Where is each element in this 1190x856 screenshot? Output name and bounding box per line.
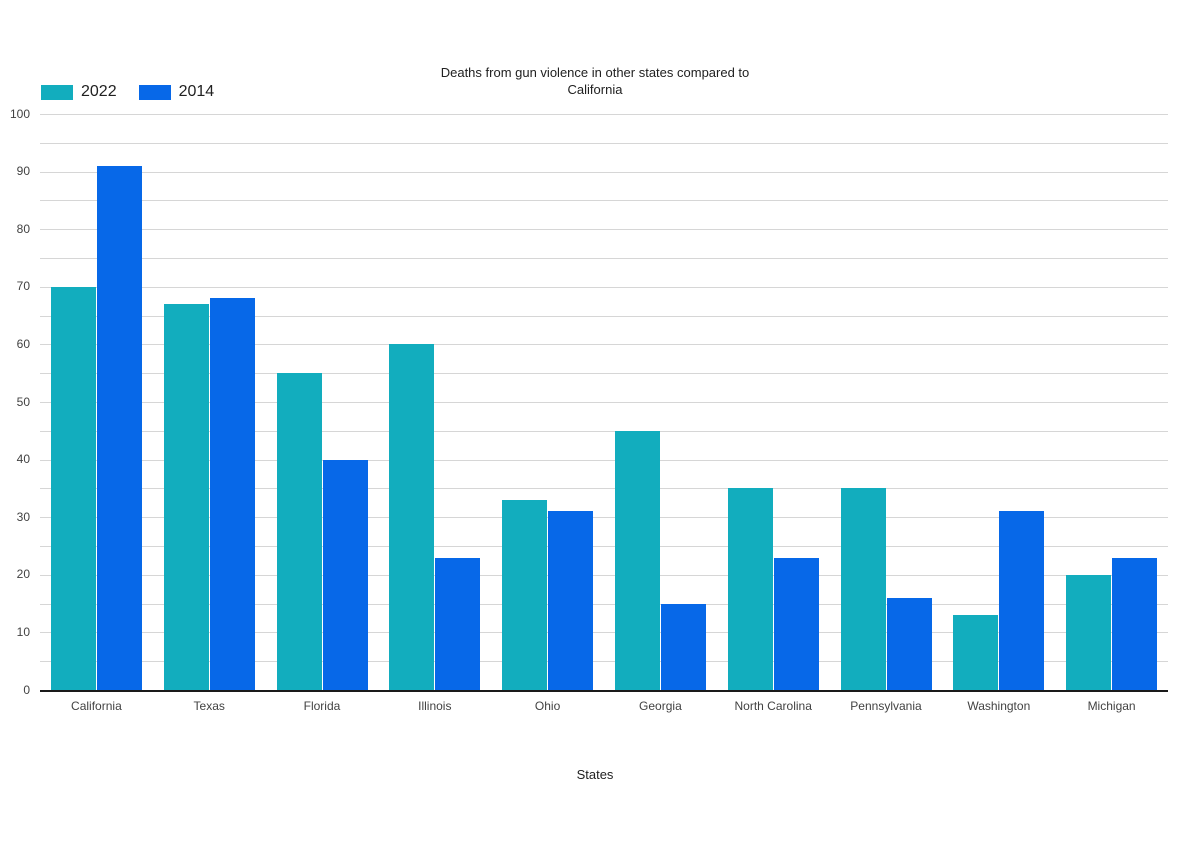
bar-2014-georgia: [660, 603, 706, 690]
y-tick-label: 100: [9, 106, 30, 121]
gridline: [40, 142, 1168, 144]
x-axis: California Texas Florida Illinois Ohio Georgi…: [40, 699, 1168, 715]
x-tick-label: Michigan: [1087, 699, 1136, 713]
chart-title: Deaths from gun violence in other states…: [440, 65, 750, 97]
legend-swatch-2022: [41, 84, 73, 100]
gridline: [40, 546, 1168, 547]
y-tick-label: 10: [16, 624, 30, 639]
y-tick-label: 40: [16, 452, 30, 467]
gridline: [40, 344, 1168, 346]
bar-2022-texas: [163, 304, 209, 690]
x-tick-label: Ohio: [534, 699, 561, 713]
y-tick-label: 90: [16, 164, 30, 179]
bar-2014-florida: [322, 459, 368, 690]
legend-item-2014: 2014: [138, 83, 215, 101]
gridline: [40, 661, 1168, 663]
bar-2014-michigan: [1112, 557, 1158, 690]
bar-2014-texas: [209, 298, 255, 690]
gridline: [40, 574, 1168, 576]
bar-2022-illinois: [389, 344, 435, 690]
bar-2022-ohio: [502, 499, 548, 690]
legend-label-2014: 2014: [178, 83, 215, 100]
gridline: [40, 315, 1168, 317]
gridline: [40, 258, 1168, 259]
plot-area: [40, 114, 1168, 692]
bar-2014-illinois: [435, 557, 481, 690]
gridline: [40, 373, 1168, 375]
y-tick-label: 60: [16, 336, 30, 351]
legend-item-2022: 2022: [41, 83, 117, 101]
gridline: [40, 171, 1168, 173]
gridline: [40, 459, 1168, 461]
x-axis-title: States: [576, 767, 614, 782]
gridline: [40, 286, 1168, 288]
x-tick-label: Georgia: [639, 699, 682, 713]
y-tick-label: 50: [16, 394, 30, 409]
gridline: [40, 517, 1168, 519]
bar-2014-ohio: [548, 511, 594, 690]
gridline: [40, 200, 1168, 202]
y-tick-label: 80: [16, 221, 30, 236]
gridline: [40, 632, 1168, 634]
bar-2014-north-carolina: [773, 557, 819, 690]
bar-2022-florida: [276, 373, 322, 690]
x-tick-label: California: [71, 699, 122, 713]
bar-2014-pennsylvania: [886, 597, 932, 690]
x-tick-label: North Carolina: [734, 699, 812, 713]
x-tick-label: Washington: [967, 699, 1031, 713]
gridline: [40, 488, 1168, 490]
legend-swatch-2014: [138, 84, 171, 100]
bar-2022-california: [50, 286, 96, 690]
bar-2022-michigan: [1066, 574, 1112, 690]
y-tick-label: 0: [23, 682, 30, 697]
bar-2014-washington: [999, 511, 1045, 690]
bar-2022-washington: [953, 615, 999, 690]
legend: 2022 2014: [41, 83, 214, 101]
gridline: [40, 114, 1168, 115]
x-tick-label: Texas: [193, 699, 225, 713]
x-tick-label: Illinois: [418, 699, 452, 713]
y-tick-label: 70: [16, 279, 30, 294]
y-axis: 0 10 20 30 40 50 60 70 80 90 100: [0, 107, 30, 697]
gridline: [40, 229, 1168, 231]
bar-2022-georgia: [614, 430, 660, 690]
bar-2014-california: [96, 165, 142, 690]
gridline: [40, 430, 1168, 432]
y-tick-label: 30: [16, 509, 30, 524]
y-tick-label: 20: [16, 567, 30, 582]
bar-2022-north-carolina: [727, 488, 773, 690]
x-tick-label: Florida: [303, 699, 341, 713]
x-tick-label: Pennsylvania: [850, 699, 922, 713]
bar-2022-pennsylvania: [840, 488, 886, 690]
gridline: [40, 603, 1168, 605]
legend-label-2022: 2022: [81, 83, 117, 100]
gridline: [40, 402, 1168, 403]
